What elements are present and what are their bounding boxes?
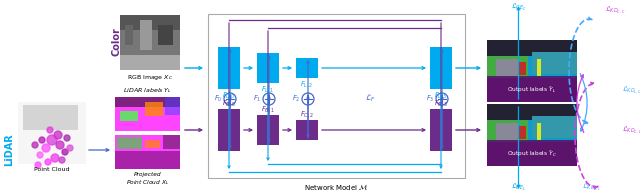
Circle shape (51, 154, 59, 162)
Bar (218, 47, 240, 89)
Text: $F_1$: $F_1$ (253, 94, 261, 104)
Text: Projected
Point Cloud $X_L$: Projected Point Cloud $X_L$ (126, 172, 169, 187)
Text: Color: Color (111, 27, 121, 56)
Bar (115, 135, 180, 151)
Bar (430, 47, 452, 89)
Bar (536, 59, 541, 76)
Bar (115, 151, 180, 169)
Bar (487, 78, 577, 102)
Bar (518, 62, 525, 75)
Bar (487, 40, 577, 56)
Text: $F_3$: $F_3$ (426, 94, 434, 104)
Text: Output labels $\hat{Y}_C$: Output labels $\hat{Y}_C$ (507, 148, 557, 159)
Text: Output labels $\hat{Y}_L$: Output labels $\hat{Y}_L$ (508, 84, 557, 95)
Circle shape (62, 149, 68, 155)
Bar (532, 116, 577, 138)
Text: Network Model $\mathcal{M}$: Network Model $\mathcal{M}$ (304, 182, 369, 192)
Bar (296, 120, 318, 140)
Circle shape (47, 127, 53, 133)
Bar (115, 97, 180, 107)
Text: $F_{C,2}$: $F_{C,2}$ (300, 109, 314, 119)
Bar (165, 97, 180, 115)
Text: $F_{L,0}$: $F_{L,0}$ (222, 90, 236, 100)
Bar (430, 109, 452, 151)
Bar (296, 58, 318, 78)
Bar (120, 111, 138, 121)
Text: $\mathcal{L}_{CE_C}$: $\mathcal{L}_{CE_C}$ (511, 2, 526, 13)
Circle shape (32, 142, 38, 148)
Bar (532, 52, 577, 74)
Circle shape (59, 157, 65, 163)
Bar (117, 137, 142, 149)
Bar (158, 25, 173, 45)
Bar (257, 53, 279, 83)
Circle shape (56, 141, 64, 149)
Bar (487, 76, 577, 102)
Text: $\mathcal{L}_F$: $\mathcal{L}_F$ (365, 92, 375, 104)
Circle shape (47, 135, 57, 145)
Text: Point Cloud: Point Cloud (35, 167, 70, 172)
Text: $F_0$: $F_0$ (214, 94, 222, 104)
Bar (487, 140, 577, 166)
Bar (487, 104, 577, 166)
Text: $F_{C,3}$: $F_{C,3}$ (434, 98, 448, 108)
Bar (23, 105, 78, 130)
Text: $F_{C,1}$: $F_{C,1}$ (261, 104, 275, 114)
Circle shape (37, 152, 43, 158)
Circle shape (42, 144, 50, 152)
Text: RGB Image $X_C$: RGB Image $X_C$ (127, 73, 173, 82)
Text: LiDAR labels $Y_L$: LiDAR labels $Y_L$ (123, 86, 172, 95)
Text: $\mathcal{L}_{KD_{L,L}}$: $\mathcal{L}_{KD_{L,L}}$ (582, 182, 602, 192)
Bar (18, 102, 86, 164)
Text: LiDAR: LiDAR (4, 134, 14, 166)
Text: $F_2$: $F_2$ (292, 94, 300, 104)
Bar (120, 15, 180, 70)
Bar (125, 25, 133, 45)
Circle shape (54, 131, 62, 139)
Bar (518, 126, 525, 139)
Circle shape (64, 135, 70, 141)
Text: $F_{L,2}$: $F_{L,2}$ (300, 79, 314, 89)
Circle shape (67, 145, 73, 151)
Text: $\mathcal{L}_{KD_{C,L}}$: $\mathcal{L}_{KD_{C,L}}$ (622, 125, 640, 135)
Bar (487, 142, 577, 166)
Bar (120, 55, 180, 70)
Bar (208, 14, 465, 178)
Text: $F_{C,0}$: $F_{C,0}$ (222, 98, 236, 108)
Text: $\mathcal{L}_{KD_{C,C}}$: $\mathcal{L}_{KD_{C,C}}$ (605, 4, 625, 15)
Circle shape (39, 137, 45, 143)
Bar (120, 15, 180, 30)
Bar (115, 97, 180, 131)
Bar (145, 140, 160, 148)
Text: $F_{L,3}$: $F_{L,3}$ (435, 90, 447, 100)
Bar (163, 135, 180, 149)
Bar (496, 59, 518, 77)
Bar (487, 120, 527, 144)
Circle shape (45, 159, 51, 165)
Bar (257, 115, 279, 145)
Circle shape (35, 162, 41, 168)
Bar (115, 135, 180, 169)
Text: $F_{L,1}$: $F_{L,1}$ (261, 84, 275, 94)
Bar (487, 56, 527, 80)
Bar (115, 107, 180, 121)
Bar (496, 123, 518, 141)
Bar (487, 40, 577, 102)
Bar (120, 30, 180, 55)
Text: $\mathcal{L}_{KD_{L,C}}$: $\mathcal{L}_{KD_{L,C}}$ (622, 85, 640, 95)
Bar (140, 20, 152, 50)
Bar (536, 123, 541, 140)
Bar (487, 104, 577, 120)
Text: $\mathcal{L}_{CE_L}$: $\mathcal{L}_{CE_L}$ (511, 182, 526, 193)
Bar (145, 102, 163, 116)
Bar (218, 109, 240, 151)
